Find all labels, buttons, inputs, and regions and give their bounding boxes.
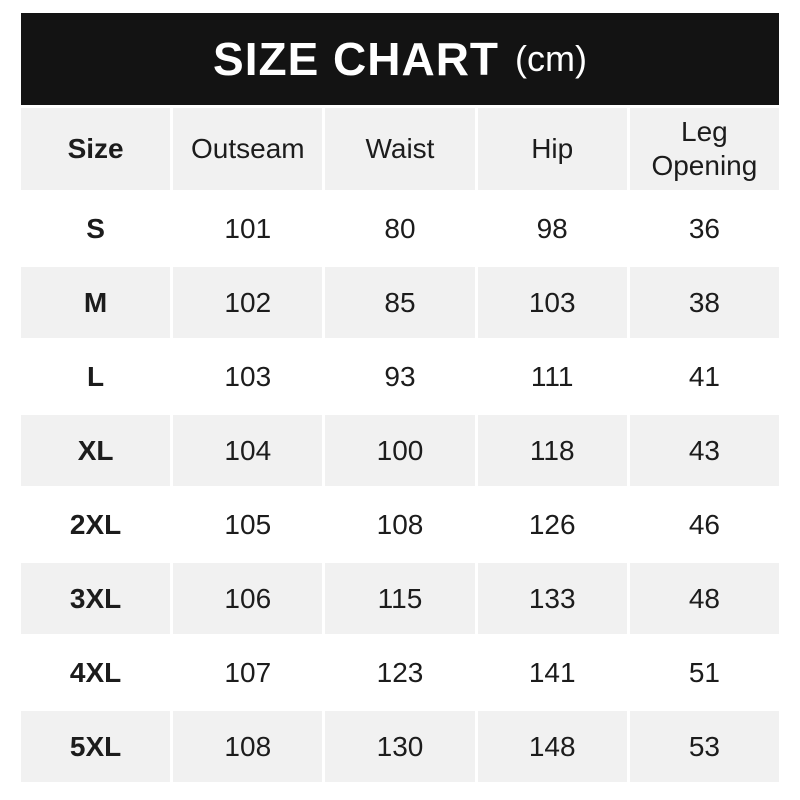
size-cell: 5XL <box>21 711 171 782</box>
value-cell: 118 <box>477 415 627 486</box>
column-header-size: Size <box>21 108 171 190</box>
table-row: 2XL 105 108 126 46 <box>21 489 779 560</box>
value-cell: 36 <box>688 212 720 244</box>
size-cell: XL <box>21 415 171 486</box>
column-header-leg-opening: Leg Opening <box>629 108 779 190</box>
table-row: 4XL 107 123 141 51 <box>21 637 779 708</box>
value-cell: 51 <box>688 656 720 688</box>
size-table: Size Outseam Waist Hip Leg Opening S 101… <box>21 108 779 782</box>
title-banner: SIZE CHART (cm) <box>21 13 779 105</box>
table-row: XL 104 100 118 43 <box>21 415 779 486</box>
column-header-waist: Waist <box>325 108 475 190</box>
value-cell: 107 <box>224 656 272 688</box>
size-cell: 3XL <box>21 563 171 634</box>
value-cell: 106 <box>173 563 323 634</box>
value-cell: 98 <box>536 212 568 244</box>
value-cell: 53 <box>629 711 779 782</box>
value-cell: 48 <box>629 563 779 634</box>
unit-label: (cm) <box>515 38 587 79</box>
size-cell: M <box>21 267 171 338</box>
value-cell: 101 <box>224 212 272 244</box>
value-cell: 126 <box>528 508 576 540</box>
size-cell: S <box>86 212 105 244</box>
size-cell: 4XL <box>69 656 122 688</box>
value-cell: 104 <box>173 415 323 486</box>
value-cell: 103 <box>477 267 627 338</box>
value-cell: 130 <box>325 711 475 782</box>
value-cell: 103 <box>224 360 272 392</box>
table-header-row: Size Outseam Waist Hip Leg Opening <box>21 108 779 190</box>
value-cell: 141 <box>528 656 576 688</box>
value-cell: 93 <box>384 360 416 392</box>
value-cell: 100 <box>325 415 475 486</box>
size-cell: 2XL <box>69 508 122 540</box>
value-cell: 108 <box>173 711 323 782</box>
value-cell: 115 <box>325 563 475 634</box>
value-cell: 148 <box>477 711 627 782</box>
table-row: 3XL 106 115 133 48 <box>21 563 779 634</box>
value-cell: 43 <box>629 415 779 486</box>
value-cell: 85 <box>325 267 475 338</box>
size-cell: L <box>87 360 105 392</box>
column-header-outseam: Outseam <box>173 108 323 190</box>
value-cell: 46 <box>688 508 720 540</box>
value-cell: 41 <box>688 360 720 392</box>
table-row: M 102 85 103 38 <box>21 267 779 338</box>
value-cell: 111 <box>530 360 574 392</box>
page-title: SIZE CHART <box>213 33 500 85</box>
value-cell: 133 <box>477 563 627 634</box>
value-cell: 80 <box>384 212 416 244</box>
table-row: 5XL 108 130 148 53 <box>21 711 779 782</box>
table-row: S 101 80 98 36 <box>21 193 779 264</box>
value-cell: 108 <box>376 508 424 540</box>
column-header-hip: Hip <box>477 108 627 190</box>
value-cell: 38 <box>629 267 779 338</box>
table-row: L 103 93 111 41 <box>21 341 779 412</box>
value-cell: 123 <box>376 656 424 688</box>
value-cell: 105 <box>224 508 272 540</box>
value-cell: 102 <box>173 267 323 338</box>
